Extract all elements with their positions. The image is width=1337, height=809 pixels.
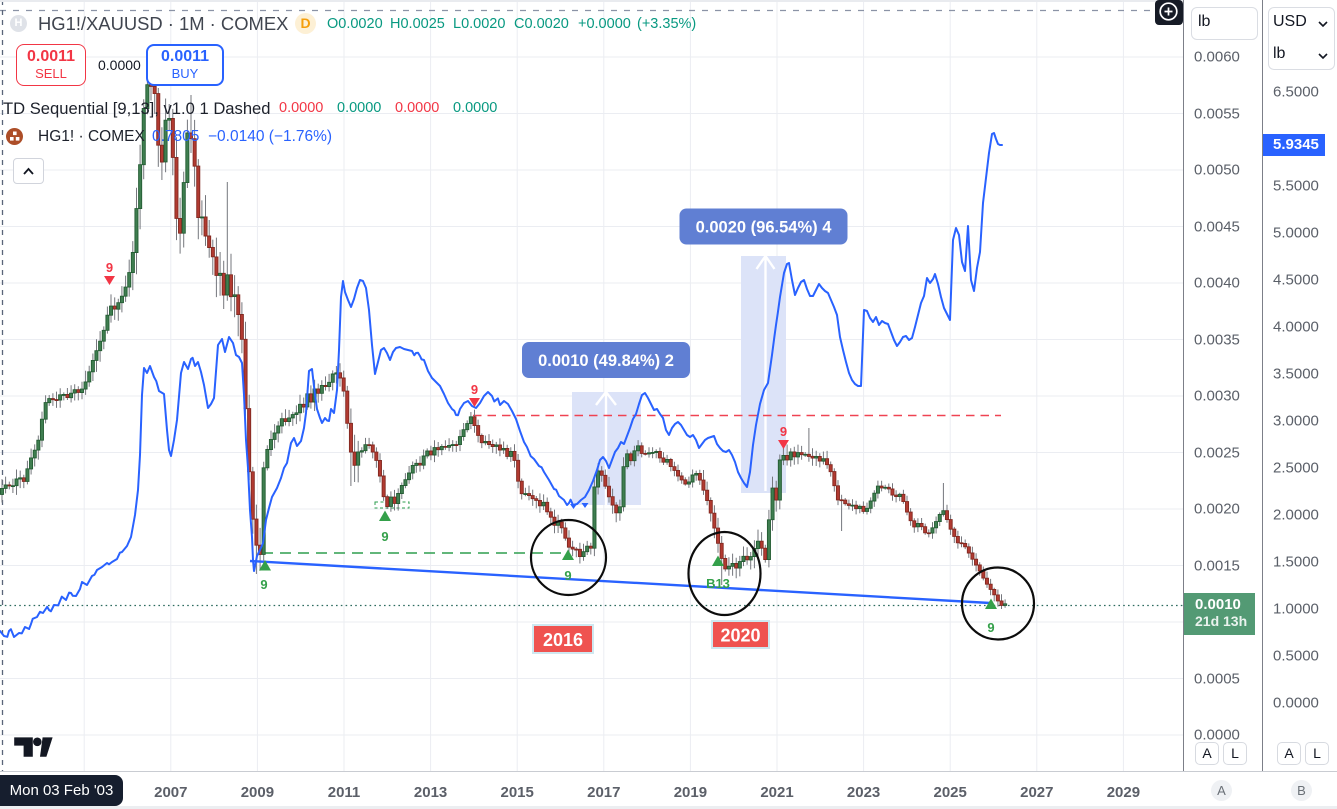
svg-text:9: 9 [780,424,787,439]
svg-text:B13: B13 [706,576,730,591]
svg-text:9: 9 [106,260,113,275]
svg-text:9: 9 [260,577,267,592]
svg-text:2020: 2020 [720,626,760,646]
svg-text:9: 9 [987,620,994,635]
svg-text:9: 9 [471,382,478,397]
svg-text:9: 9 [564,568,571,583]
svg-text:9: 9 [381,529,388,544]
svg-text:2016: 2016 [543,630,583,650]
svg-text:0.0010 (49.84%) 2: 0.0010 (49.84%) 2 [538,352,674,370]
svg-text:0.0020 (96.54%) 4: 0.0020 (96.54%) 4 [696,219,833,237]
